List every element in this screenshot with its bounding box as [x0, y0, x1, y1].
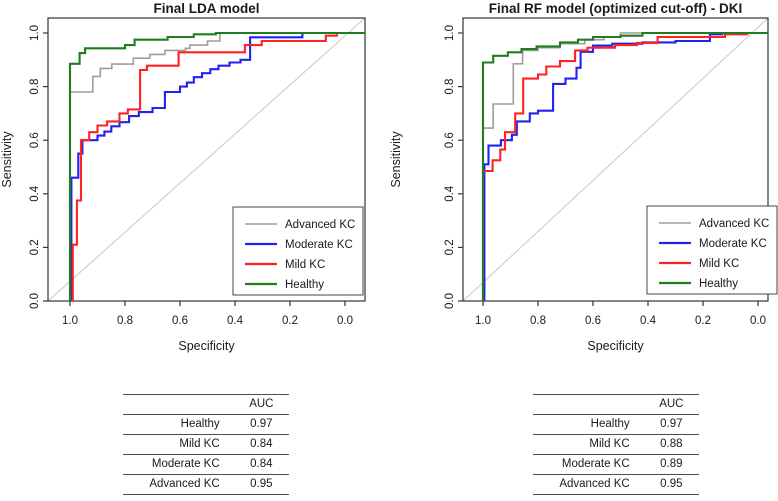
- roc-curve-moderate-kc: [483, 31, 768, 301]
- legend-box: [232, 206, 364, 296]
- table-row: Advanced KC 0.95: [533, 475, 699, 495]
- class-label-cell: Mild KC: [589, 438, 630, 450]
- class-label-cell: Healthy: [590, 418, 630, 430]
- plot-box: [462, 17, 769, 302]
- auc-value-cell: 0.88: [660, 438, 683, 450]
- legend-entry-label: Moderate KC: [285, 239, 353, 251]
- chart-panel-rf: Final RF model (optimized cut-off) - DKI…: [389, 0, 778, 501]
- x-axis-tick-label: 1.0: [62, 315, 78, 327]
- legend-entry-label: Healthy: [699, 278, 738, 290]
- auc-table-rf: AUC Healthy 0.97 Mild KC 0.88 Moderate KC 0.89…: [533, 394, 699, 495]
- roc-curve-mild-kc: [481, 31, 768, 301]
- auc-value-cell: 0.95: [250, 478, 273, 490]
- table-header-row: AUC: [123, 395, 289, 415]
- y-axis-tick-label: 1.0: [29, 25, 41, 41]
- table-row: Healthy 0.97: [123, 415, 289, 435]
- chart-title: Final RF model (optimized cut-off) - DKI: [489, 1, 742, 16]
- roc-curve-healthy: [68, 31, 365, 301]
- y-axis-tick-label: 0.4: [29, 185, 41, 202]
- auc-value-cell: 0.97: [660, 418, 683, 430]
- legend-entry-label: Advanced KC: [699, 218, 769, 230]
- x-axis-tick-label: 0.2: [282, 315, 298, 327]
- roc-curve-healthy: [481, 31, 768, 301]
- x-axis-tick-label: 0.4: [227, 315, 244, 327]
- auc-value-cell: 0.84: [250, 438, 273, 450]
- auc-value-cell: 0.95: [660, 478, 683, 490]
- y-axis-tick-label: 0.8: [444, 79, 456, 95]
- plot-box: [47, 17, 366, 302]
- table-row: Moderate KC 0.84: [123, 455, 289, 475]
- x-axis-tick-label: 0.4: [640, 315, 657, 327]
- x-axis-tick-label: 0.0: [337, 315, 353, 327]
- class-label-cell: Advanced KC: [559, 478, 630, 490]
- y-axis-tick-label: 0.0: [444, 293, 456, 309]
- x-axis-tick-label: 0.0: [750, 315, 766, 327]
- roc-curve-mild-kc: [71, 31, 365, 301]
- y-axis-label: Sensitivity: [389, 131, 403, 188]
- table-header-row: AUC: [533, 395, 699, 415]
- diagonal-reference-line: [462, 17, 769, 302]
- x-axis-tick-label: 1.0: [475, 315, 491, 327]
- y-axis-tick-label: 0.0: [29, 293, 41, 309]
- legend-entry-label: Advanced KC: [285, 219, 355, 231]
- x-axis-tick-label: 0.8: [530, 315, 546, 327]
- legend-entry-label: Mild KC: [699, 258, 739, 270]
- roc-chart-rf: Final RF model (optimized cut-off) - DKI…: [389, 1, 778, 353]
- chart-title: Final LDA model: [153, 1, 259, 16]
- auc-value-cell: 0.84: [250, 458, 273, 470]
- class-label-cell: Moderate KC: [151, 458, 220, 470]
- y-axis-label: Sensitivity: [0, 131, 14, 188]
- table-row: Advanced KC 0.95: [123, 475, 289, 495]
- class-label-cell: Advanced KC: [149, 478, 220, 490]
- chart-panel-lda: Final LDA model Specificity Sensitivity 1.0…: [0, 1, 366, 495]
- auc-table: AUC Healthy 0.97 Mild KC 0.88 Moderate KC 0.89…: [533, 394, 699, 495]
- y-axis-tick-label: 1.0: [444, 25, 456, 41]
- y-axis-tick-label: 0.6: [29, 132, 41, 148]
- x-axis-tick-label: 0.8: [117, 315, 133, 327]
- legend-entry-label: Mild KC: [285, 259, 325, 271]
- y-axis-tick-label: 0.4: [444, 185, 456, 202]
- auc-value-cell: 0.89: [660, 458, 683, 470]
- legend-entry-label: Moderate KC: [699, 238, 767, 250]
- legend-box: [646, 205, 778, 295]
- table-row: Healthy 0.97: [533, 415, 699, 435]
- auc-table: AUC Healthy 0.97 Mild KC 0.84 Moderate KC 0.84…: [123, 394, 289, 495]
- table-row: Moderate KC 0.89: [533, 455, 699, 475]
- auc-column-header: AUC: [659, 398, 684, 410]
- y-axis-tick-label: 0.6: [444, 132, 456, 148]
- table-row: Mild KC 0.88: [533, 435, 699, 455]
- auc-value-cell: 0.97: [250, 418, 273, 430]
- table-row: Mild KC 0.84: [123, 435, 289, 455]
- class-label-cell: Mild KC: [179, 438, 220, 450]
- x-axis-tick-label: 0.2: [695, 315, 711, 327]
- auc-header-spacer: [533, 395, 644, 415]
- x-axis-tick-label: 0.6: [585, 315, 601, 327]
- y-axis-tick-label: 0.2: [29, 239, 41, 255]
- auc-column-header: AUC: [249, 398, 274, 410]
- x-axis-label: Specificity: [587, 339, 644, 353]
- x-axis-tick-label: 0.6: [172, 315, 188, 327]
- diagonal-reference-line: [47, 17, 366, 302]
- roc-chart-lda: Final LDA model Specificity Sensitivity 1.0…: [0, 1, 366, 353]
- auc-table-lda: AUC Healthy 0.97 Mild KC 0.84 Moderate KC 0.84…: [123, 394, 289, 495]
- roc-curve-advanced-kc: [69, 32, 365, 301]
- auc-header-spacer: [123, 395, 234, 415]
- class-label-cell: Moderate KC: [561, 458, 630, 470]
- y-axis-tick-label: 0.8: [29, 79, 41, 95]
- class-label-cell: Healthy: [180, 418, 220, 430]
- roc-curve-moderate-kc: [70, 31, 365, 301]
- y-axis-tick-label: 0.2: [444, 239, 456, 255]
- legend-entry-label: Healthy: [285, 279, 324, 291]
- x-axis-label: Specificity: [178, 339, 235, 353]
